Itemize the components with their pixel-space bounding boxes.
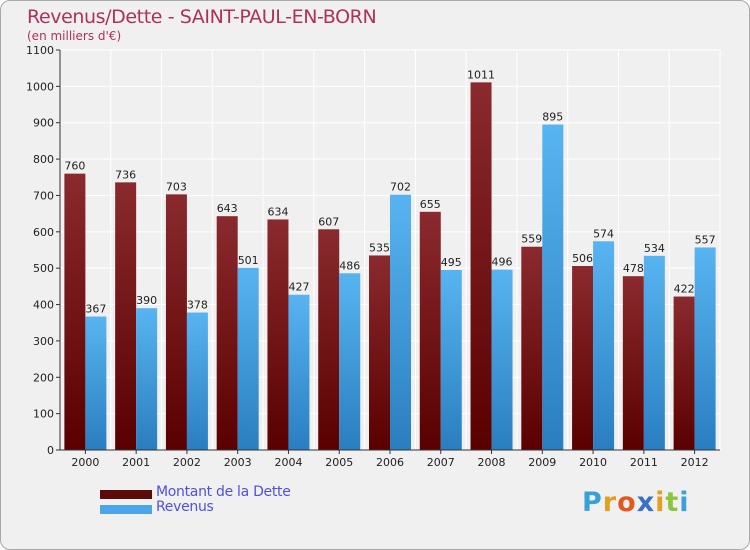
data-label: 496 [492, 256, 513, 269]
y-tick-label: 1000 [26, 80, 54, 93]
logo-letter: P [582, 487, 603, 518]
x-tick-label: 2000 [71, 456, 99, 469]
logo-letter: o [617, 487, 637, 518]
bar-revenus [542, 124, 564, 450]
y-tick-label: 300 [33, 335, 54, 348]
x-tick-label: 2002 [173, 456, 201, 469]
bar-revenus [288, 294, 310, 450]
x-tick-label: 2005 [325, 456, 353, 469]
data-label: 427 [288, 281, 309, 294]
data-label: 535 [369, 241, 390, 254]
data-label: 736 [115, 168, 136, 181]
y-tick-label: 200 [33, 371, 54, 384]
data-label: 506 [572, 252, 593, 265]
y-tick-label: 0 [47, 444, 54, 457]
bar-revenus [237, 267, 259, 450]
y-tick-label: 100 [33, 408, 54, 421]
legend-label-dette: Montant de la Dette [156, 484, 291, 500]
x-tick-label: 2011 [630, 456, 658, 469]
bar-dette [470, 82, 492, 450]
data-label: 559 [521, 233, 542, 246]
y-tick-label: 600 [33, 226, 54, 239]
data-label: 478 [623, 262, 644, 275]
bar-revenus [440, 270, 462, 450]
logo-letter: r [602, 487, 618, 518]
bar-dette [521, 246, 543, 450]
bar-dette [572, 266, 594, 450]
x-tick-label: 2006 [376, 456, 404, 469]
data-label: 1011 [467, 68, 495, 81]
data-label: 486 [339, 259, 360, 272]
bar-dette [216, 216, 238, 450]
bar-dette [267, 219, 289, 450]
data-label: 703 [166, 180, 187, 193]
y-tick-label: 400 [33, 299, 54, 312]
data-label: 378 [187, 299, 208, 312]
bar-revenus [339, 273, 361, 450]
logo-letter: i [679, 487, 690, 518]
data-label: 557 [695, 233, 716, 246]
bar-dette [419, 211, 441, 450]
bar-revenus [643, 255, 665, 450]
bar-dette [318, 229, 340, 450]
x-tick-label: 2007 [427, 456, 455, 469]
data-label: 574 [593, 227, 614, 240]
x-tick-label: 2009 [528, 456, 556, 469]
chart-title: Revenus/Dette - SAINT-PAUL-EN-BORN [27, 6, 377, 28]
bar-revenus [85, 316, 107, 450]
data-label: 655 [420, 198, 441, 211]
data-label: 607 [318, 215, 339, 228]
bar-revenus [491, 269, 513, 450]
chart-subtitle: (en milliers d'€) [27, 29, 122, 43]
x-tick-label: 2001 [122, 456, 150, 469]
bar-dette [673, 296, 695, 450]
bar-revenus [390, 194, 411, 450]
logo-letter: x [636, 487, 656, 518]
bar-dette [369, 255, 390, 450]
bar-dette [622, 276, 644, 450]
data-label: 367 [85, 303, 106, 316]
bar-revenus [694, 247, 716, 450]
bar-revenus [136, 308, 158, 450]
data-label: 895 [542, 111, 563, 124]
y-tick-label: 700 [33, 189, 54, 202]
data-label: 702 [390, 181, 411, 194]
y-tick-label: 1100 [26, 44, 54, 57]
bar-dette [115, 182, 137, 450]
x-tick-label: 2008 [478, 456, 506, 469]
logo-letter: t [665, 487, 680, 518]
y-tick-label: 900 [33, 117, 54, 130]
data-label: 760 [64, 160, 85, 173]
bar-dette [165, 194, 187, 450]
proxiti-logo: Proxiti [582, 487, 690, 518]
bar-revenus [186, 312, 208, 450]
y-tick-label: 800 [33, 153, 54, 166]
legend-swatch-dette [100, 490, 152, 499]
logo-letter: i [655, 487, 666, 518]
data-label: 422 [674, 283, 695, 296]
bar-dette [64, 173, 86, 451]
data-label: 534 [644, 242, 665, 255]
bar-revenus [593, 241, 615, 450]
data-label: 634 [267, 205, 288, 218]
x-tick-label: 2010 [579, 456, 607, 469]
y-tick-label: 500 [33, 262, 54, 275]
legend-label-revenus: Revenus [156, 499, 214, 515]
x-tick-label: 2012 [681, 456, 709, 469]
x-tick-label: 2003 [224, 456, 252, 469]
data-label: 501 [238, 254, 259, 267]
legend-swatch-revenus [100, 505, 152, 514]
x-tick-label: 2004 [274, 456, 302, 469]
data-label: 390 [136, 294, 157, 307]
data-label: 643 [217, 202, 238, 215]
data-label: 495 [441, 256, 462, 269]
